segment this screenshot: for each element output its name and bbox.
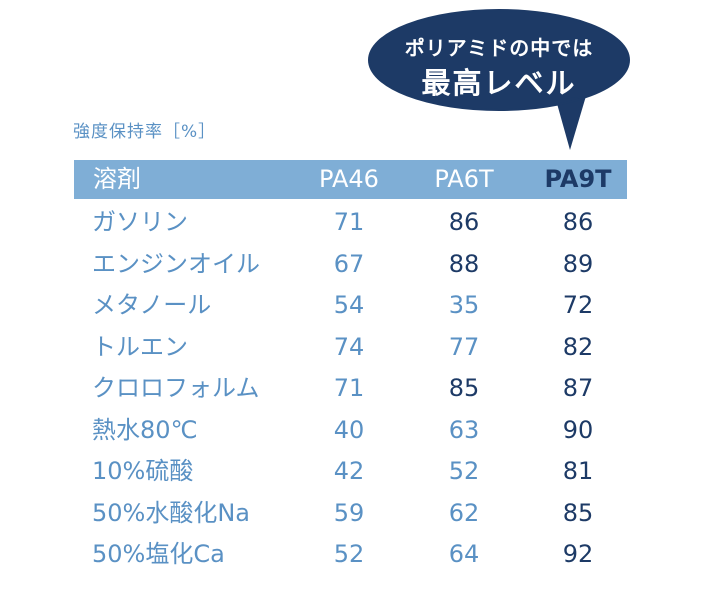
- table-row: ガソリン 71 86 86: [74, 202, 627, 242]
- cell-pa46: 74: [333, 332, 365, 361]
- cell-pa9t: 89: [562, 249, 594, 278]
- table-row: トルエン 74 77 82: [74, 327, 627, 367]
- cell-pa9t: 90: [562, 415, 594, 444]
- table-row: 50%水酸化Na 59 62 85: [74, 493, 627, 533]
- cell-solvent: メタノール: [92, 291, 212, 319]
- cell-solvent: 10%硫酸: [92, 457, 194, 485]
- cell-pa9t: 92: [562, 540, 594, 568]
- cell-pa9t: 86: [562, 208, 594, 236]
- table-header: 溶剤 PA46 PA6T PA9T: [74, 160, 627, 199]
- cell-pa6t: 77: [448, 332, 480, 361]
- cell-solvent: 50%水酸化Na: [92, 498, 251, 527]
- table-row: エンジンオイル 67 88 89: [74, 244, 627, 284]
- callout-line-1: ポリアミドの中では: [404, 36, 594, 60]
- cell-pa6t: 63: [448, 415, 480, 444]
- cell-pa9t: 85: [562, 498, 594, 527]
- table-row: メタノール 54 35 72: [74, 285, 627, 325]
- table-row: 熱水80℃ 40 63 90: [74, 410, 627, 450]
- cell-pa46: 40: [333, 415, 365, 444]
- cell-pa9t: 87: [562, 374, 594, 402]
- header-solvent: 溶剤: [93, 165, 141, 193]
- cell-pa9t: 81: [562, 457, 594, 485]
- cell-pa9t: 82: [562, 332, 594, 361]
- table-row: 50%塩化Ca 52 64 92: [74, 534, 627, 574]
- cell-pa46: 42: [333, 457, 365, 485]
- cell-solvent: ガソリン: [92, 208, 188, 236]
- table-row: クロロフォルム 71 85 87: [74, 368, 627, 408]
- header-pa46: PA46: [319, 165, 379, 193]
- cell-pa46: 54: [333, 291, 365, 319]
- unit-label: 強度保持率［%］: [73, 122, 217, 142]
- cell-pa46: 52: [333, 540, 365, 568]
- cell-pa46: 71: [333, 208, 365, 236]
- callout-bubble: [368, 9, 630, 150]
- cell-pa6t: 85: [448, 374, 480, 402]
- cell-pa9t: 72: [562, 291, 594, 319]
- cell-pa46: 67: [333, 249, 365, 278]
- cell-pa46: 71: [333, 374, 365, 402]
- cell-pa6t: 62: [448, 498, 480, 527]
- cell-solvent: 熱水80℃: [92, 415, 198, 444]
- cell-pa6t: 35: [448, 291, 480, 319]
- header-pa6t: PA6T: [434, 165, 494, 193]
- cell-pa6t: 52: [448, 457, 480, 485]
- cell-pa6t: 88: [448, 249, 480, 278]
- header-pa9t: PA9T: [544, 165, 612, 193]
- cell-solvent: トルエン: [92, 332, 188, 361]
- cell-solvent: 50%塩化Ca: [92, 540, 225, 568]
- table-row: 10%硫酸 42 52 81: [74, 451, 627, 491]
- callout-line-2: 最高レベル: [421, 66, 577, 100]
- cell-solvent: エンジンオイル: [92, 249, 260, 278]
- cell-pa6t: 86: [448, 208, 480, 236]
- cell-pa6t: 64: [448, 540, 480, 568]
- cell-solvent: クロロフォルム: [92, 374, 260, 402]
- cell-pa46: 59: [333, 498, 365, 527]
